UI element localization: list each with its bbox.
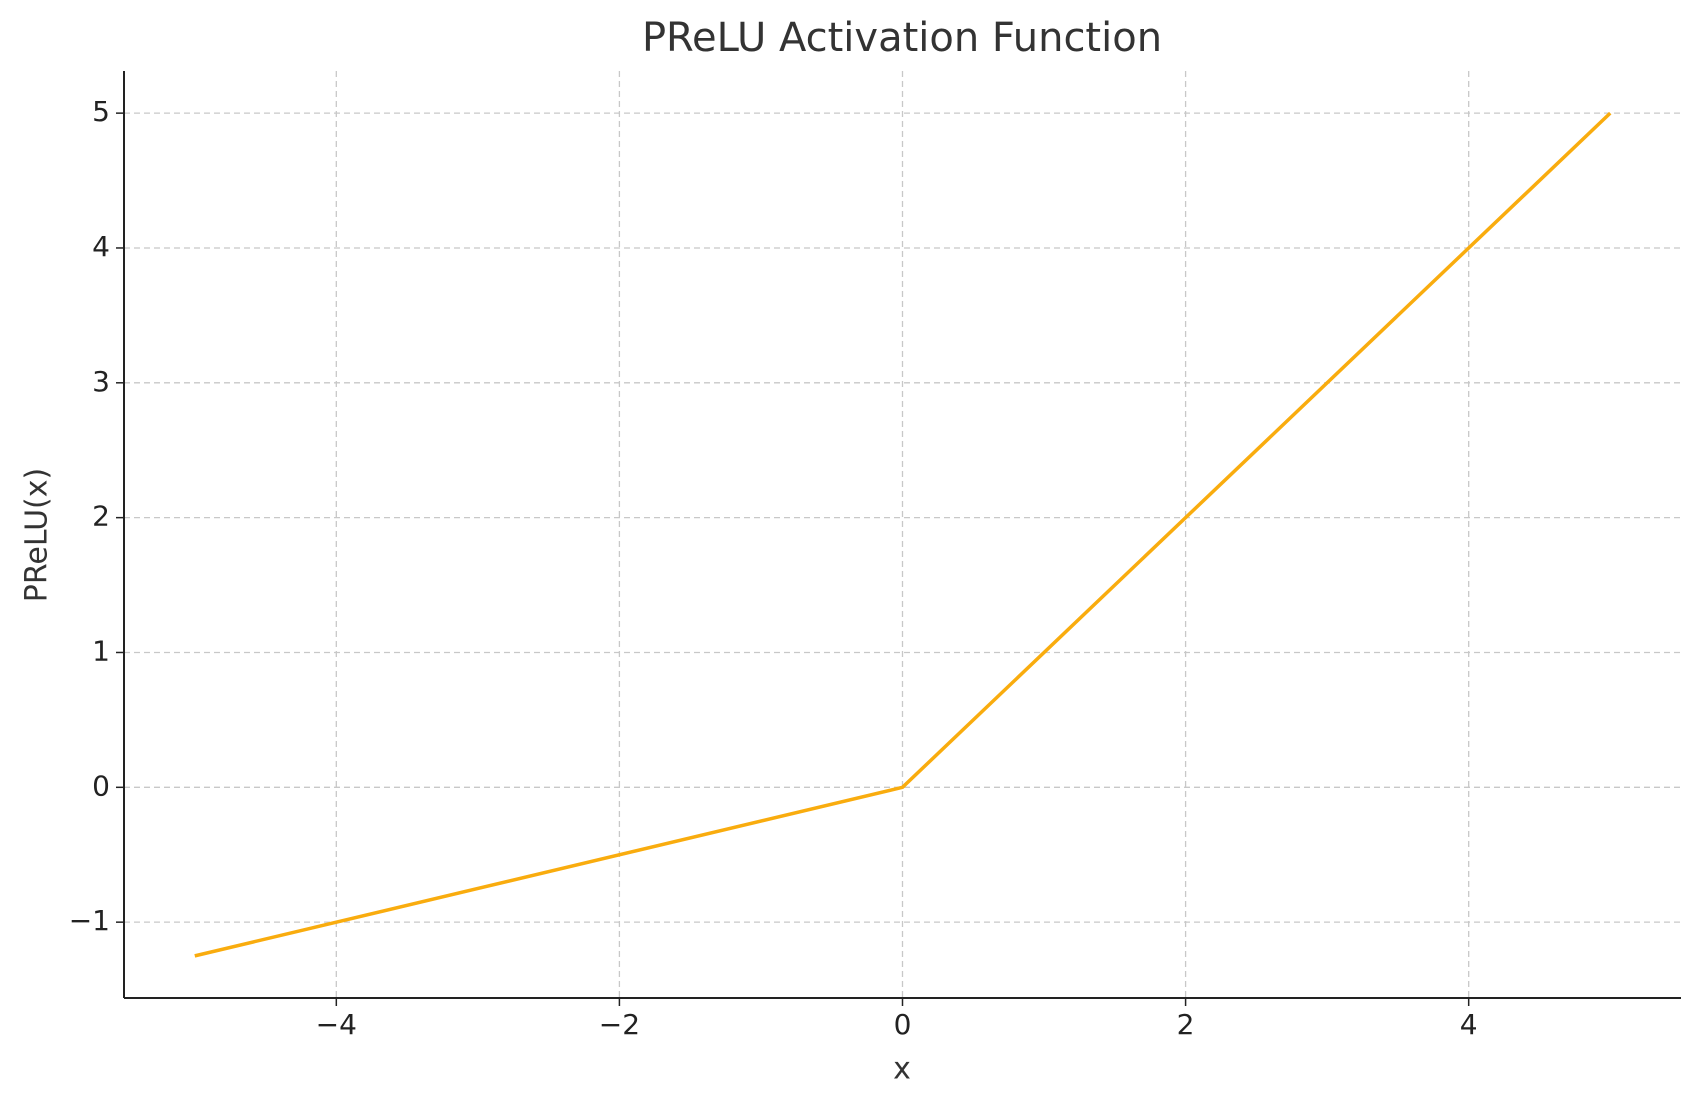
y-axis-label: PReLU(x) — [20, 468, 55, 602]
x-axis-label: x — [893, 1052, 911, 1087]
y-tick-label: −1 — [69, 904, 110, 937]
line — [194, 111, 1612, 958]
x-tick-label: 2 — [1177, 1008, 1195, 1041]
y-tick-label: 5 — [92, 95, 110, 128]
x-tick-label: 0 — [894, 1008, 912, 1041]
chart-title: PReLU Activation Function — [642, 15, 1162, 61]
x-tick-label: 4 — [1460, 1008, 1478, 1041]
y-tick-label: 2 — [92, 500, 110, 533]
x-tick-label: −2 — [599, 1008, 640, 1041]
y-tick-label: 0 — [92, 769, 110, 802]
y-tick-label: 3 — [92, 365, 110, 398]
y-tick-label: 4 — [92, 230, 110, 263]
y-tick-label: 1 — [92, 634, 110, 667]
x-tick-label: −4 — [316, 1008, 357, 1041]
